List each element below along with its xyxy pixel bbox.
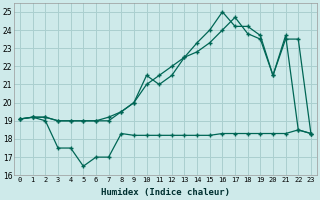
X-axis label: Humidex (Indice chaleur): Humidex (Indice chaleur) xyxy=(101,188,230,197)
